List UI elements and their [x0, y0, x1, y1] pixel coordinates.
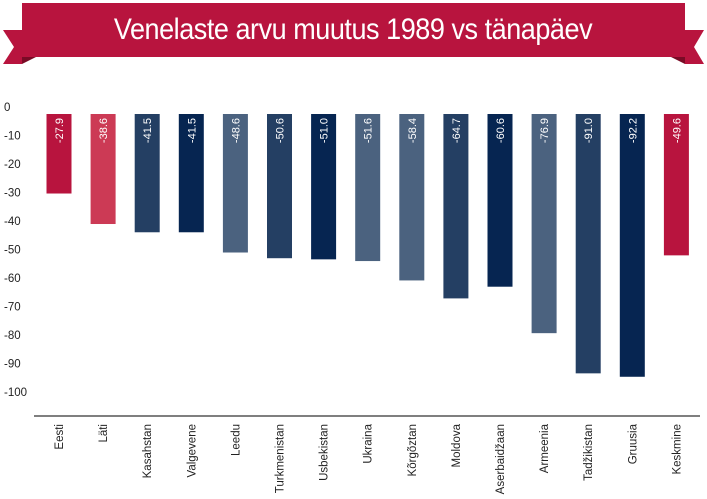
x-category-label: Tadžikistan	[583, 424, 595, 481]
bar-value-label: -27.9	[54, 118, 66, 143]
x-category-label: Armeenia	[539, 423, 551, 473]
title-banner: Venelaste arvu muutus 1989 vs tänapäev	[0, 0, 707, 70]
bar	[178, 114, 204, 233]
y-tick-label: -40	[4, 216, 21, 228]
banner-left-fold	[3, 30, 22, 64]
y-axis-ticks: 0 -10 -20 -30 -40 -50 -60 -70 -80 -90 -100	[4, 102, 27, 399]
bar	[311, 114, 337, 260]
bar-value-label: -51.6	[363, 118, 375, 143]
y-tick-label: -100	[4, 387, 27, 399]
bar-value-label: -48.6	[230, 118, 242, 143]
bar-value-label: -49.6	[671, 118, 683, 143]
bar-value-label: -92.2	[627, 118, 639, 143]
chart-title: Venelaste arvu muutus 1989 vs tänapäev	[113, 13, 593, 46]
x-category-label: Leedu	[230, 424, 242, 456]
x-axis-labels: Eesti Läti Kasahstan Valgevene Leedu Turkmeni…	[54, 423, 683, 494]
bar	[267, 114, 292, 259]
bar-value-label: -60.6	[495, 118, 507, 143]
bar	[46, 114, 72, 194]
bar	[575, 114, 601, 374]
bar-value-label: -91.0	[583, 118, 595, 143]
y-tick-label: -30	[4, 188, 21, 200]
y-tick-label: -10	[4, 131, 21, 143]
y-tick-label: -50	[4, 245, 21, 257]
bar-value-label: -41.5	[142, 118, 154, 143]
bar	[487, 114, 513, 287]
bar	[222, 114, 248, 253]
bar	[531, 114, 557, 334]
x-category-label: Läti	[98, 424, 110, 443]
bars: -27.9 -38.6 -41.5 -41.5 -48.6 -50.6 -51.0 -51.6…	[46, 114, 689, 377]
x-category-label: Gruusia	[627, 423, 639, 464]
y-tick-label: 0	[4, 102, 10, 114]
bar-value-label: -38.6	[98, 118, 110, 143]
y-tick-label: -80	[4, 330, 21, 342]
bar	[134, 114, 160, 233]
bar	[355, 114, 381, 262]
bar	[443, 114, 469, 299]
bar-value-label: -64.7	[451, 118, 463, 143]
x-category-label: Ukraina	[363, 423, 375, 463]
bar-value-label: -50.6	[275, 118, 287, 143]
bar-value-label: -76.9	[539, 118, 551, 143]
bar	[90, 114, 116, 225]
bar	[399, 114, 425, 281]
banner-left-fold-shadow	[22, 57, 36, 64]
x-category-label: Aserbaidžaan	[495, 424, 507, 494]
x-category-label: Eesti	[54, 424, 66, 450]
y-tick-label: -20	[4, 159, 21, 171]
bar-value-label: -51.0	[319, 118, 331, 143]
bar-value-label: -58.4	[407, 118, 419, 143]
banner-right-fold	[685, 30, 704, 64]
x-category-label: Moldova	[451, 423, 463, 467]
banner-right-fold-shadow	[671, 57, 685, 64]
y-tick-label: -70	[4, 302, 21, 314]
x-category-label: Kasahstan	[142, 424, 154, 478]
bar-value-label: -41.5	[186, 118, 198, 143]
x-category-label: Valgevene	[186, 424, 198, 478]
y-tick-label: -60	[4, 273, 21, 285]
x-category-label: Kõrgõztan	[407, 424, 419, 476]
x-category-label: Turkmenistan	[275, 424, 287, 493]
banner-main	[22, 3, 685, 57]
bar	[663, 114, 689, 256]
y-tick-label: -90	[4, 359, 21, 371]
x-category-label: Usbekistan	[319, 424, 331, 481]
x-category-label: Keskmine	[671, 424, 683, 475]
bar	[619, 114, 645, 377]
